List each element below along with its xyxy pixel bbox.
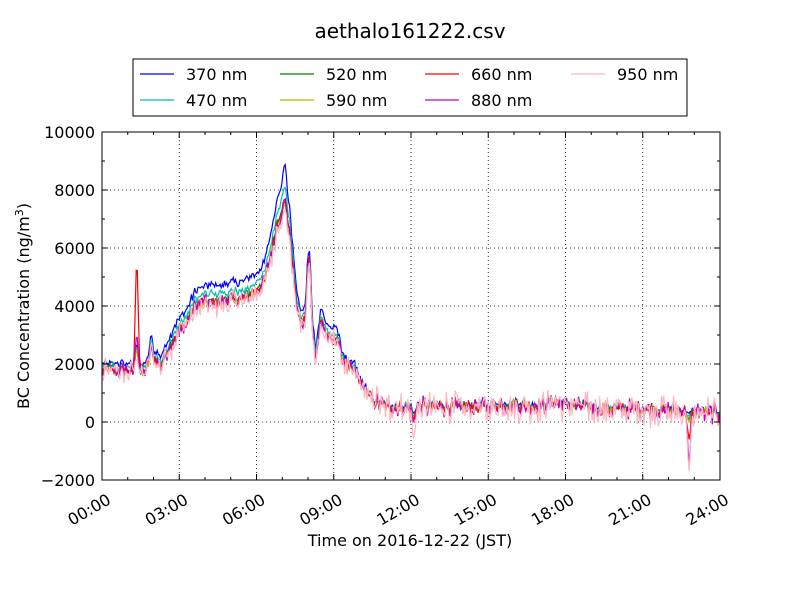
legend-label: 660 nm — [471, 65, 532, 84]
y-axis-label: BC Concentration (ng/m3) — [13, 203, 34, 409]
y-tick-label: 4000 — [54, 297, 95, 316]
chart-title: aethalo161222.csv — [314, 19, 505, 43]
y-tick-label: 2000 — [54, 355, 95, 374]
legend-label: 880 nm — [471, 91, 532, 110]
series-line-880-nm — [102, 197, 720, 463]
series-line-950-nm — [102, 209, 720, 472]
y-tick-label: 10000 — [44, 123, 95, 142]
y-tick-label: 0 — [85, 413, 95, 432]
legend-label: 370 nm — [186, 65, 247, 84]
legend-label: 470 nm — [186, 91, 247, 110]
legend-label: 520 nm — [326, 65, 387, 84]
legend-frame — [132, 58, 688, 117]
legend: 370 nm 470 nm 520 nm 590 nm 660 nm 880 nm 950 … — [132, 58, 688, 117]
y-tick-labels: −2000 0 2000 4000 6000 8000 10000 — [41, 123, 95, 490]
y-axis-label-superscript: 3 — [13, 209, 26, 216]
legend-label: 950 nm — [617, 65, 678, 84]
y-tick-label: 8000 — [54, 181, 95, 200]
x-axis-label: Time on 2016-12-22 (JST) — [307, 531, 512, 550]
grid — [102, 132, 720, 480]
ticks — [101, 131, 721, 481]
legend-label: 590 nm — [326, 91, 387, 110]
y-tick-label: −2000 — [41, 471, 95, 490]
series-group — [102, 162, 720, 472]
y-tick-label: 6000 — [54, 239, 95, 258]
